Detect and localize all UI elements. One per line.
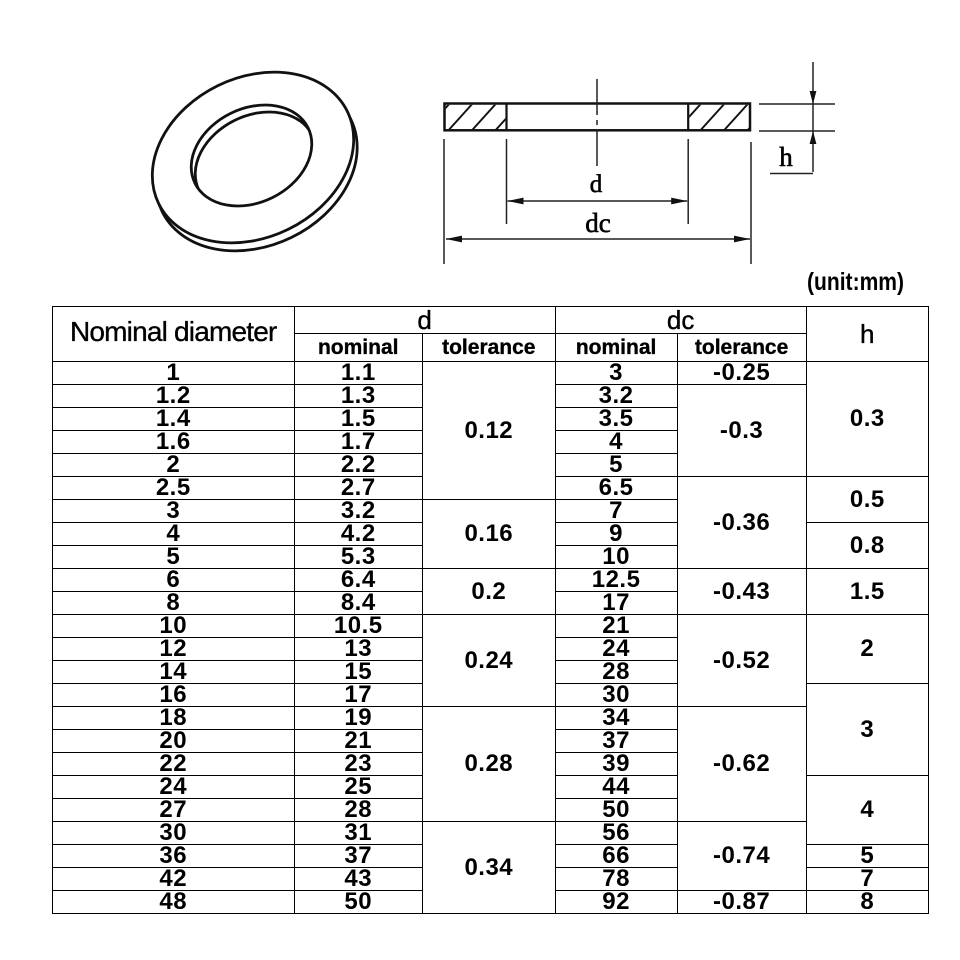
svg-text:(unit:mm): (unit:mm) [807,268,904,296]
svg-text:dc: dc [585,208,611,238]
svg-text:h: h [779,142,793,172]
svg-text:d: d [590,171,603,198]
